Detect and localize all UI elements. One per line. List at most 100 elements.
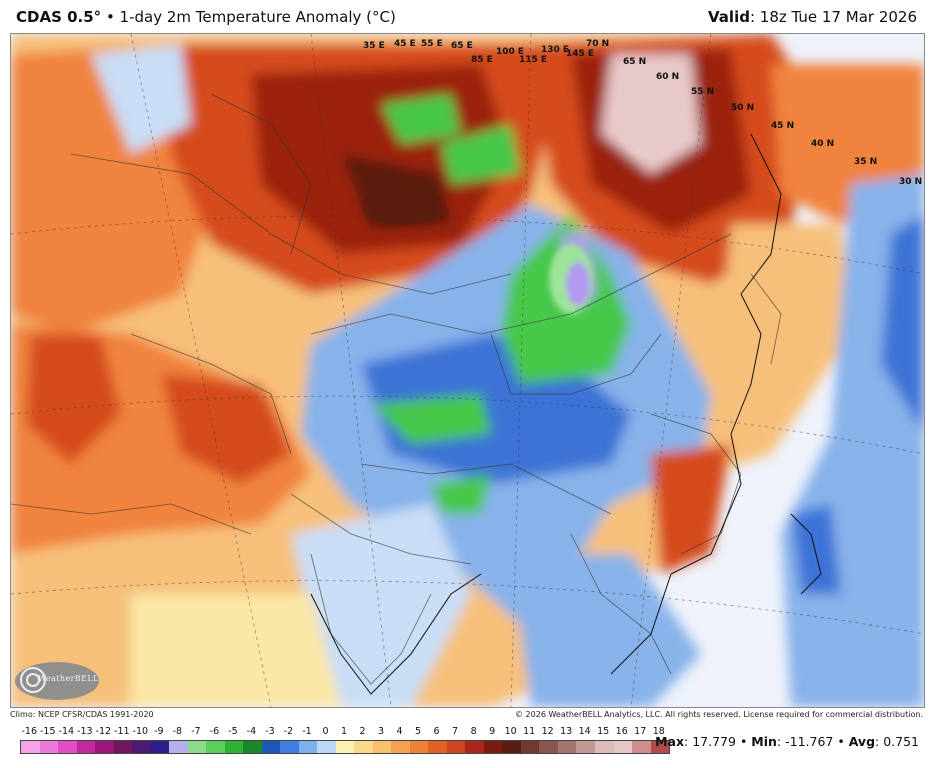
legend-swatch xyxy=(483,741,503,753)
lat-label: 40 N xyxy=(811,139,834,149)
border-line xyxy=(570,533,672,675)
graticule-line xyxy=(130,34,272,707)
anomaly-map: 70 N 65 N 60 N 55 N 50 N 45 N 40 N 35 N … xyxy=(10,33,925,708)
graticule-line xyxy=(310,34,392,707)
legend-swatch xyxy=(76,741,96,753)
legend-label: 1 xyxy=(340,726,348,737)
legend-label: -16 xyxy=(21,726,38,737)
legend-swatch xyxy=(446,741,466,753)
legend-swatch xyxy=(354,741,373,753)
lat-label: 30 N xyxy=(899,177,922,187)
hot-core-east xyxy=(616,69,686,159)
legend-label: -10 xyxy=(132,726,149,737)
legend-label: -1 xyxy=(302,726,312,737)
stats-separator: • xyxy=(735,734,752,749)
legend-swatch xyxy=(428,741,447,753)
arctic-green xyxy=(381,94,461,144)
lon-label: 55 E xyxy=(421,39,443,49)
legend-swatch xyxy=(613,741,633,753)
legend-swatch xyxy=(187,741,207,753)
avg-label: Avg xyxy=(848,734,876,749)
legend-label: 8 xyxy=(470,726,477,737)
anomaly-map-svg: 70 N 65 N 60 N 55 N 50 N 45 N 40 N 35 N … xyxy=(11,34,924,707)
legend-label: 6 xyxy=(433,726,440,737)
legend-label: -13 xyxy=(77,726,93,737)
climo-note: Climo: NCEP CFSR/CDAS 1991-2020 xyxy=(10,710,154,719)
graticule xyxy=(11,34,924,707)
coast-line xyxy=(610,133,782,675)
legend-label: 15 xyxy=(597,726,610,737)
border-line xyxy=(650,413,742,555)
tibet-green xyxy=(431,474,491,514)
violet-core xyxy=(566,262,590,306)
legend-label: -9 xyxy=(154,726,164,737)
seasia-cool xyxy=(511,554,701,707)
legend-swatch xyxy=(632,741,651,753)
stats-separator: • xyxy=(833,734,849,749)
legend-label: 0 xyxy=(322,726,329,737)
legend-label: -3 xyxy=(265,726,275,737)
legend-label: 9 xyxy=(489,726,496,737)
legend-swatch xyxy=(169,741,188,753)
lat-label: 45 N xyxy=(771,121,794,131)
legend-swatch xyxy=(95,741,114,753)
legend-swatch xyxy=(261,741,281,753)
legend-label: -8 xyxy=(172,726,183,737)
legend-label: 2 xyxy=(359,726,366,737)
legend-label: 3 xyxy=(377,726,385,737)
copyright-note: © 2026 WeatherBELL Analytics, LLC. All r… xyxy=(515,710,923,719)
valid-value: : 18z Tue 17 Mar 2026 xyxy=(749,8,917,26)
lon-label: 65 E xyxy=(451,41,473,51)
graticule-line xyxy=(630,34,712,707)
anomaly-field xyxy=(11,34,924,707)
graticule-line xyxy=(11,395,924,455)
graticule-line xyxy=(11,215,924,275)
legend-swatch xyxy=(372,741,392,753)
legend-swatch xyxy=(650,741,670,753)
legend-label: 18 xyxy=(652,726,665,737)
legend-swatch xyxy=(409,741,429,753)
india-cool xyxy=(291,504,471,707)
legend-label: 16 xyxy=(615,726,628,737)
legend-swatch xyxy=(132,741,151,753)
lat-label: 60 N xyxy=(656,72,679,82)
legend-label: 11 xyxy=(523,726,536,737)
lon-label: 145 E xyxy=(566,49,594,59)
legend-label: -5 xyxy=(228,726,238,737)
legend-label: 7 xyxy=(452,726,459,737)
lon-label: 130 E xyxy=(541,45,569,55)
weatherbell-logo: WeatherBELL xyxy=(13,660,101,702)
legend-swatch xyxy=(224,741,244,753)
border-line xyxy=(290,493,472,565)
product-name: • 1-day 2m Temperature Anomaly (°C) xyxy=(101,8,396,26)
legend-swatch xyxy=(335,741,355,753)
legend-label: 4 xyxy=(396,726,403,737)
lat-label: 50 N xyxy=(731,103,754,113)
legend-swatch xyxy=(21,741,40,753)
legend-swatch xyxy=(594,741,614,753)
border-line xyxy=(70,153,512,295)
legend-label: 5 xyxy=(415,726,422,737)
legend-label: 12 xyxy=(541,726,554,737)
legend-swatch xyxy=(206,741,225,753)
legend-swatch xyxy=(113,741,133,753)
legend-swatch xyxy=(557,741,577,753)
legend-swatch xyxy=(502,741,521,753)
legend-swatch xyxy=(58,741,77,753)
lon-label: 45 E xyxy=(394,39,416,49)
min-label: Min xyxy=(751,734,777,749)
legend-swatch xyxy=(243,741,262,753)
coast-line xyxy=(310,573,482,695)
legend-labels: -16 -15 -14 -13 -12 -11 -10 -9 -8 -7 -6 -5 -4 -3 -2 -1 0… xyxy=(20,726,670,739)
legend-label: -2 xyxy=(283,726,294,737)
lat-label: 65 N xyxy=(623,57,646,67)
header: CDAS 0.5° • 1-day 2m Temperature Anomaly… xyxy=(0,0,935,32)
legend-swatch xyxy=(298,741,318,753)
legend-swatch xyxy=(317,741,336,753)
legend-label: -15 xyxy=(40,726,56,737)
border-line xyxy=(310,553,432,685)
grid-labels: 70 N 65 N 60 N 55 N 50 N 45 N 40 N 35 N … xyxy=(363,39,922,187)
stats-summary: Max: 17.779 • Min: -11.767 • Avg: 0.751 xyxy=(655,734,919,749)
indian-ocean-neutral xyxy=(131,594,341,707)
